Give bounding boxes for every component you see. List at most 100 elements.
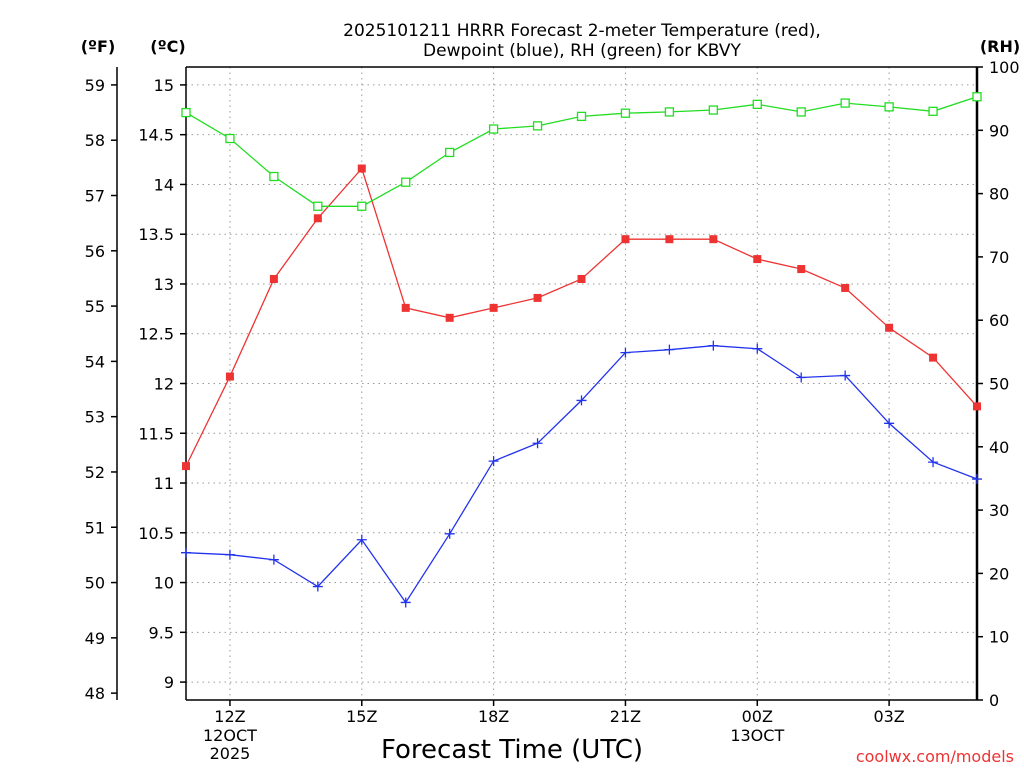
2-meter-temperature-point (533, 293, 542, 302)
dewpoint-point (444, 528, 455, 539)
dewpoint-point (224, 549, 235, 560)
celsius-tick-label: 12.5 (138, 325, 174, 344)
dewpoint-point (620, 347, 631, 358)
fahrenheit-tick-label: 55 (85, 297, 105, 316)
rh-point (796, 107, 806, 117)
2-meter-temperature-point (841, 283, 850, 292)
rh-point (488, 124, 499, 134)
x-tick-date-label: 12OCT (203, 726, 257, 745)
rh-point (972, 92, 982, 102)
fahrenheit-tick-label: 49 (85, 629, 105, 648)
rh-point (708, 105, 718, 115)
fahrenheit-tick-label: 56 (85, 242, 105, 261)
grid-layer (186, 67, 977, 700)
celsius-tick-label: 11 (154, 474, 174, 493)
rh-point (181, 107, 191, 118)
fahrenheit-tick-label: 54 (85, 352, 105, 371)
dewpoint-point (664, 344, 675, 355)
fahrenheit-tick-label: 52 (85, 463, 105, 482)
2-meter-temperature-point (973, 402, 981, 411)
x-tick-year-label: 2025 (210, 744, 251, 763)
fahrenheit-tick-label: 57 (85, 187, 105, 206)
dewpoint-point (268, 554, 279, 565)
2-meter-temperature-point (401, 303, 410, 312)
dewpoint-point (400, 597, 411, 608)
rh-tick-label: 30 (989, 501, 1009, 520)
rh-point (445, 147, 455, 158)
rh-point (664, 107, 675, 117)
dewpoint-point (972, 474, 982, 485)
rh-tick-label: 0 (989, 691, 999, 710)
2-meter-temperature-point (313, 214, 322, 223)
dewpoint-point (576, 395, 587, 406)
dewpoint-point (928, 457, 939, 468)
celsius-tick-label: 9 (164, 673, 174, 692)
dewpoint-point (532, 438, 543, 449)
celsius-tick-label: 13.5 (138, 225, 174, 244)
fahrenheit-unit-label: (ºF) (81, 37, 116, 56)
fahrenheit-tick-label: 51 (85, 518, 105, 537)
rh-point (225, 133, 235, 144)
dewpoint-point (752, 343, 763, 354)
x-tick-label: 00Z (742, 707, 773, 726)
rh-point (752, 99, 762, 109)
rh-tick-label: 20 (989, 564, 1009, 583)
dewpoint-point (708, 340, 719, 351)
rh-point (357, 201, 367, 211)
rh-point (840, 98, 850, 108)
2-meter-temperature-point (709, 235, 718, 244)
2-meter-temperature-line (185, 167, 978, 467)
fahrenheit-tick-label: 48 (85, 684, 105, 703)
celsius-tick-label: 13 (154, 275, 174, 294)
dewpoint-point (840, 370, 851, 381)
series-layer (181, 92, 982, 608)
rh-tick-label: 10 (989, 628, 1009, 647)
x-tick-label: 18Z (478, 707, 509, 726)
rh-point (576, 111, 587, 122)
celsius-tick-label: 15 (154, 76, 174, 95)
2-meter-temperature-point (929, 353, 938, 362)
x-tick-label: 03Z (873, 707, 904, 726)
watermark: coolwx.com/models (856, 747, 1014, 766)
fahrenheit-tick-label: 50 (85, 574, 105, 593)
2-meter-temperature-point (182, 462, 190, 471)
chart-title-line-1: 2025101211 HRRR Forecast 2-meter Tempera… (343, 21, 821, 41)
dewpoint-point (312, 581, 323, 592)
rh-point (269, 171, 279, 182)
dewpoint-point (356, 534, 367, 545)
2-meter-temperature-point (445, 313, 454, 322)
rh-tick-label: 60 (989, 311, 1009, 330)
rh-point (884, 102, 894, 112)
celsius-tick-label: 9.5 (149, 623, 174, 642)
chart-title-line-2: Dewpoint (blue), RH (green) for KBVY (423, 41, 741, 61)
celsius-tick-label: 14.5 (138, 126, 174, 145)
rh-point (620, 108, 631, 118)
x-axis-label: Forecast Time (UTC) (381, 735, 643, 765)
x-tick-label: 12Z (214, 707, 245, 726)
rh-point (313, 201, 323, 211)
rh-tick-label: 90 (989, 121, 1009, 140)
2-meter-temperature-point (269, 274, 278, 283)
rh-point (532, 121, 543, 131)
celsius-tick-label: 10 (154, 574, 174, 593)
2-meter-temperature-point (489, 303, 498, 312)
2-meter-temperature-point (753, 255, 762, 264)
x-tick-date-label: 13OCT (730, 726, 784, 745)
rh-tick-label: 100 (989, 58, 1020, 77)
fahrenheit-tick-label: 59 (85, 76, 105, 95)
celsius-tick-label: 10.5 (138, 524, 174, 543)
x-tick-label: 21Z (610, 707, 641, 726)
x-tick-label: 15Z (346, 707, 377, 726)
rh-tick-label: 50 (989, 375, 1009, 394)
2-meter-temperature-point (225, 372, 234, 381)
dewpoint-point (884, 418, 895, 429)
2-meter-temperature-point (885, 323, 894, 332)
2-meter-temperature-point (621, 235, 630, 244)
rh-point (928, 106, 938, 116)
celsius-unit-label: (ºC) (150, 37, 185, 56)
celsius-tick-label: 12 (154, 375, 174, 394)
dewpoint-line (185, 345, 978, 604)
fahrenheit-tick-label: 58 (85, 131, 105, 150)
